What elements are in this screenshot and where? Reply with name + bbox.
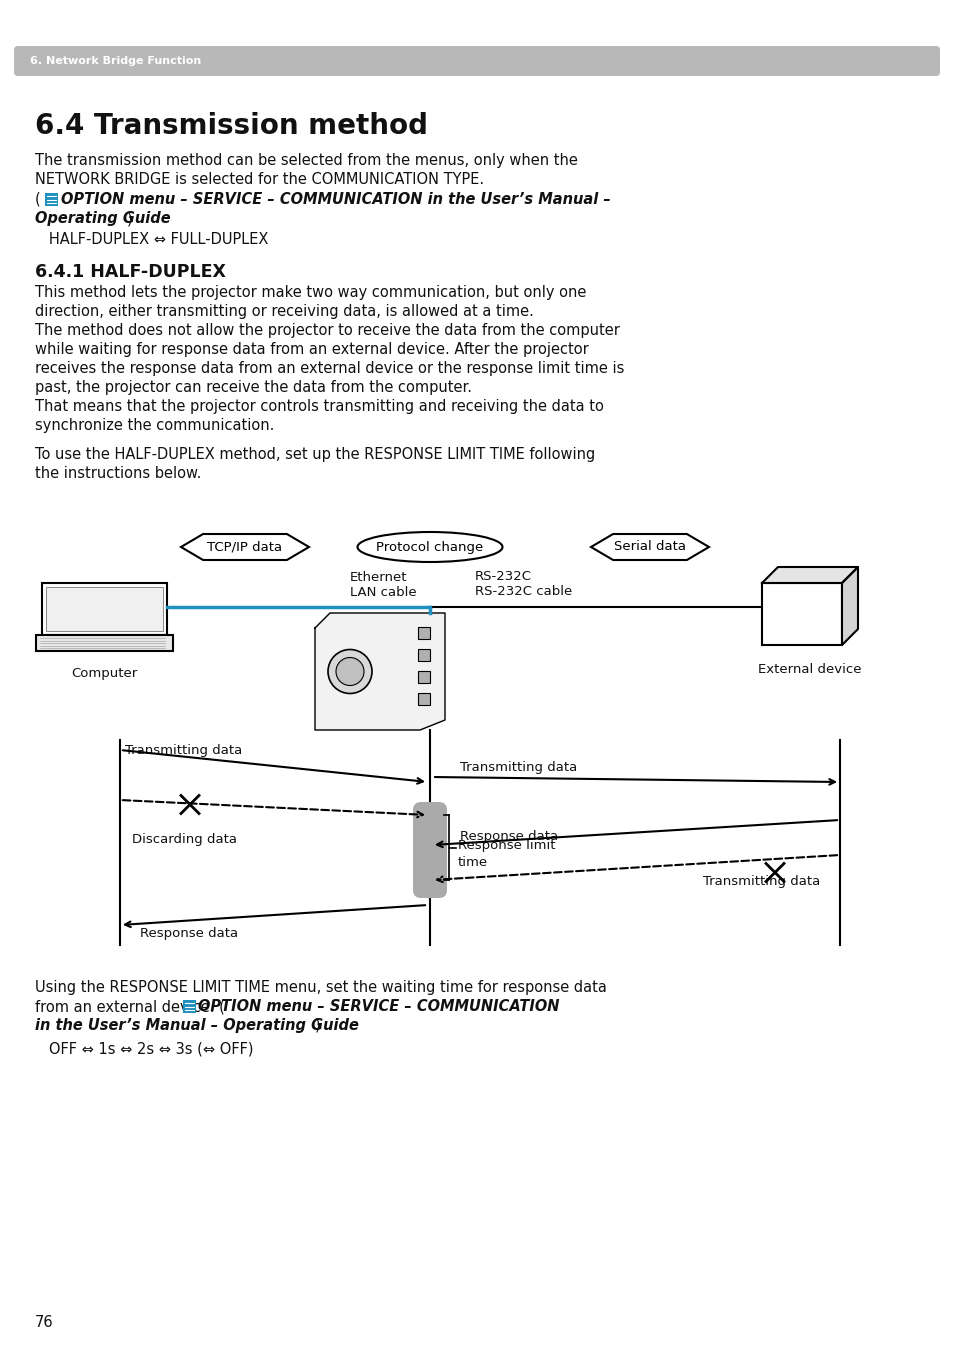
Text: in the User’s Manual – Operating Guide: in the User’s Manual – Operating Guide (35, 1018, 358, 1033)
Text: Ethernet: Ethernet (350, 571, 407, 584)
Polygon shape (761, 566, 857, 583)
FancyBboxPatch shape (417, 627, 430, 639)
Text: from an external device. (: from an external device. ( (35, 999, 225, 1014)
Text: past, the projector can receive the data from the computer.: past, the projector can receive the data… (35, 380, 472, 395)
Text: ): ) (314, 1018, 320, 1033)
FancyBboxPatch shape (42, 583, 167, 635)
Text: That means that the projector controls transmitting and receiving the data to: That means that the projector controls t… (35, 399, 603, 414)
Circle shape (328, 649, 372, 694)
FancyBboxPatch shape (761, 583, 841, 645)
Polygon shape (181, 534, 309, 560)
Text: direction, either transmitting or receiving data, is allowed at a time.: direction, either transmitting or receiv… (35, 304, 534, 319)
Text: The transmission method can be selected from the menus, only when the: The transmission method can be selected … (35, 153, 578, 168)
Text: 6.4 Transmission method: 6.4 Transmission method (35, 112, 428, 141)
Text: Discarding data: Discarding data (132, 833, 236, 846)
Text: 76: 76 (35, 1315, 53, 1330)
Text: 6. Network Bridge Function: 6. Network Bridge Function (30, 55, 201, 66)
Text: Serial data: Serial data (614, 541, 685, 553)
Text: Using the RESPONSE LIMIT TIME menu, set the waiting time for response data: Using the RESPONSE LIMIT TIME menu, set … (35, 980, 606, 995)
Text: Operating Guide: Operating Guide (35, 211, 171, 226)
Text: (: ( (35, 192, 41, 207)
FancyBboxPatch shape (45, 193, 58, 206)
Text: time: time (457, 857, 488, 869)
FancyBboxPatch shape (413, 802, 447, 898)
Text: Computer: Computer (71, 667, 137, 680)
Text: Response data: Response data (459, 830, 558, 844)
FancyBboxPatch shape (417, 671, 430, 683)
Polygon shape (590, 534, 708, 560)
Text: The method does not allow the projector to receive the data from the computer: The method does not allow the projector … (35, 323, 619, 338)
Text: OFF ⇔ 1s ⇔ 2s ⇔ 3s (⇔ OFF): OFF ⇔ 1s ⇔ 2s ⇔ 3s (⇔ OFF) (35, 1041, 253, 1056)
Text: Transmitting data: Transmitting data (702, 875, 820, 888)
Text: Response limit: Response limit (457, 840, 555, 853)
Polygon shape (314, 612, 444, 730)
Text: RS-232C cable: RS-232C cable (475, 585, 572, 598)
Text: 6.4.1 HALF-DUPLEX: 6.4.1 HALF-DUPLEX (35, 264, 226, 281)
Text: LAN cable: LAN cable (350, 585, 416, 599)
Text: synchronize the communication.: synchronize the communication. (35, 418, 274, 433)
Text: OPTION menu – SERVICE – COMMUNICATION in the User’s Manual –: OPTION menu – SERVICE – COMMUNICATION in… (61, 192, 610, 207)
FancyBboxPatch shape (417, 649, 430, 661)
FancyBboxPatch shape (14, 46, 939, 76)
Text: ): ) (127, 211, 132, 226)
Text: Transmitting data: Transmitting data (125, 744, 242, 757)
Text: Protocol change: Protocol change (376, 541, 483, 553)
Text: To use the HALF-DUPLEX method, set up the RESPONSE LIMIT TIME following: To use the HALF-DUPLEX method, set up th… (35, 448, 595, 462)
Text: the instructions below.: the instructions below. (35, 466, 201, 481)
Text: Transmitting data: Transmitting data (459, 761, 577, 773)
Text: Response data: Response data (140, 927, 238, 940)
Text: OPTION menu – SERVICE – COMMUNICATION: OPTION menu – SERVICE – COMMUNICATION (198, 999, 558, 1014)
Text: External device: External device (758, 662, 861, 676)
FancyBboxPatch shape (46, 587, 163, 631)
Ellipse shape (357, 531, 502, 562)
Text: NETWORK BRIDGE is selected for the COMMUNICATION TYPE.: NETWORK BRIDGE is selected for the COMMU… (35, 172, 483, 187)
Text: This method lets the projector make two way communication, but only one: This method lets the projector make two … (35, 285, 586, 300)
Text: RS-232C: RS-232C (475, 571, 532, 583)
Circle shape (335, 657, 364, 685)
Text: HALF-DUPLEX ⇔ FULL-DUPLEX: HALF-DUPLEX ⇔ FULL-DUPLEX (35, 233, 268, 247)
Text: receives the response data from an external device or the response limit time is: receives the response data from an exter… (35, 361, 623, 376)
FancyBboxPatch shape (183, 1000, 195, 1013)
FancyBboxPatch shape (36, 635, 172, 652)
Text: TCP/IP data: TCP/IP data (207, 541, 282, 553)
FancyBboxPatch shape (417, 694, 430, 704)
Text: while waiting for response data from an external device. After the projector: while waiting for response data from an … (35, 342, 588, 357)
Polygon shape (841, 566, 857, 645)
